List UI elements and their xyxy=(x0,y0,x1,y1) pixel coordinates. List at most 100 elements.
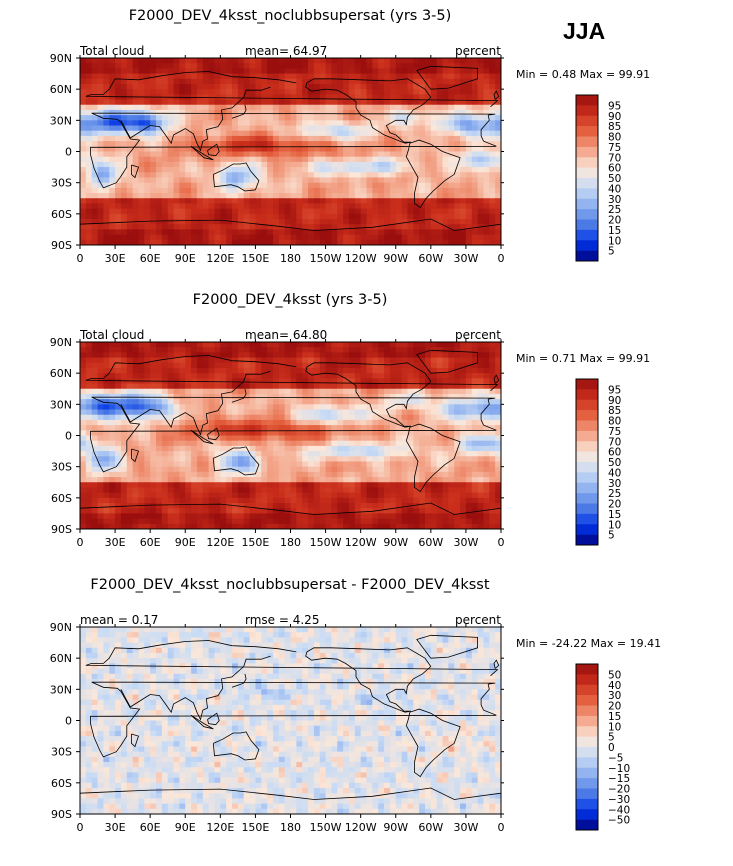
heatmap-cell xyxy=(419,115,426,121)
heatmap-cell xyxy=(196,497,204,504)
heatmap-cell xyxy=(401,94,409,101)
heatmap-cell xyxy=(471,83,479,90)
heatmap-cell xyxy=(208,213,216,220)
heatmap-cell xyxy=(319,151,327,158)
heatmap-cell xyxy=(296,435,303,442)
heatmap-cell xyxy=(483,73,490,80)
heatmap-cell xyxy=(267,208,274,215)
heatmap-cell xyxy=(465,73,473,80)
heatmap-cell xyxy=(255,120,262,127)
heatmap-cell xyxy=(126,156,134,163)
heatmap-cell xyxy=(267,224,274,231)
heatmap-cell xyxy=(319,461,327,468)
heatmap-cell xyxy=(278,419,286,426)
heatmap-cell xyxy=(413,141,420,147)
heatmap-cell xyxy=(348,187,356,194)
heatmap-cell xyxy=(331,213,338,220)
heatmap-cell xyxy=(436,208,444,215)
heatmap-cell xyxy=(419,393,426,400)
heatmap-cell xyxy=(290,461,297,468)
heatmap-cell xyxy=(179,445,186,452)
heatmap-cell xyxy=(395,213,403,220)
heatmap-cell xyxy=(161,151,169,158)
heatmap-cell xyxy=(290,120,297,127)
heatmap-cell xyxy=(220,383,227,390)
heatmap-cell xyxy=(103,445,110,452)
heatmap-cell xyxy=(495,466,501,473)
heatmap-cell xyxy=(465,425,473,431)
heatmap-cell xyxy=(214,125,221,132)
heatmap-cell xyxy=(249,229,257,236)
heatmap-cell xyxy=(202,419,210,426)
heatmap-cell xyxy=(150,151,157,158)
heatmap-cell xyxy=(191,477,198,483)
heatmap-cell xyxy=(372,219,379,225)
heatmap-cell xyxy=(430,182,438,189)
heatmap-cell xyxy=(243,435,251,442)
heatmap-cell xyxy=(173,83,181,90)
heatmap-cell xyxy=(144,373,151,379)
heatmap-cell xyxy=(465,409,473,416)
heatmap-cell xyxy=(442,477,449,483)
heatmap-cell xyxy=(389,125,397,132)
heatmap-cell xyxy=(261,120,268,127)
heatmap-cell xyxy=(173,224,181,231)
heatmap-cell xyxy=(144,224,151,231)
heatmap-cell xyxy=(220,482,227,489)
heatmap-cell xyxy=(109,58,116,64)
heatmap-cell xyxy=(109,503,116,509)
heatmap-cell xyxy=(378,378,385,385)
heatmap-cell xyxy=(325,161,333,168)
heatmap-cell xyxy=(290,89,297,95)
heatmap-cell xyxy=(179,362,186,369)
heatmap-cell xyxy=(138,367,145,374)
heatmap-cell xyxy=(389,461,397,468)
heatmap-cell xyxy=(173,177,181,184)
heatmap-cell xyxy=(495,89,501,95)
heatmap-cell xyxy=(343,425,350,431)
heatmap-cell xyxy=(161,445,169,452)
heatmap-cell xyxy=(413,399,420,405)
heatmap-cell xyxy=(337,393,344,400)
heatmap-cell xyxy=(226,409,233,416)
heatmap-cell xyxy=(267,187,274,194)
heatmap-cell xyxy=(442,151,449,158)
heatmap-cell xyxy=(395,161,403,168)
heatmap-cell xyxy=(495,73,501,80)
heatmap-cell xyxy=(401,497,409,504)
heatmap-cell xyxy=(407,399,414,405)
heatmap-cell xyxy=(249,58,257,64)
heatmap-cell xyxy=(173,203,181,210)
heatmap-cell xyxy=(173,461,181,468)
heatmap-cell xyxy=(272,409,280,416)
heatmap-cell xyxy=(471,487,479,494)
heatmap-cell xyxy=(284,347,292,353)
heatmap-cell xyxy=(97,503,104,509)
heatmap-cell xyxy=(290,466,297,473)
heatmap-cell xyxy=(495,362,501,369)
heatmap-cell xyxy=(80,63,87,69)
heatmap-cell xyxy=(138,68,145,75)
heatmap-cell xyxy=(419,73,426,80)
heatmap-cell xyxy=(337,109,344,116)
heatmap-cell xyxy=(348,362,356,369)
heatmap-cell xyxy=(232,440,239,447)
heatmap-cell xyxy=(249,419,257,426)
heatmap-cell xyxy=(343,477,350,483)
heatmap-cell xyxy=(448,482,455,489)
heatmap-cell xyxy=(477,399,485,405)
heatmap-cell xyxy=(243,234,251,241)
heatmap-cell xyxy=(424,63,432,69)
heatmap-cell xyxy=(302,445,309,452)
heatmap-cell xyxy=(167,451,175,457)
heatmap-cell xyxy=(430,362,438,369)
heatmap-cell xyxy=(313,393,321,400)
heatmap-cell xyxy=(196,451,204,457)
heatmap-cell xyxy=(120,78,128,85)
heatmap-cell xyxy=(226,456,233,463)
heatmap-cell xyxy=(483,135,490,142)
heatmap-cell xyxy=(401,425,409,431)
heatmap-cell xyxy=(232,193,239,199)
heatmap-cell xyxy=(308,68,315,75)
heatmap-cell xyxy=(471,229,479,236)
